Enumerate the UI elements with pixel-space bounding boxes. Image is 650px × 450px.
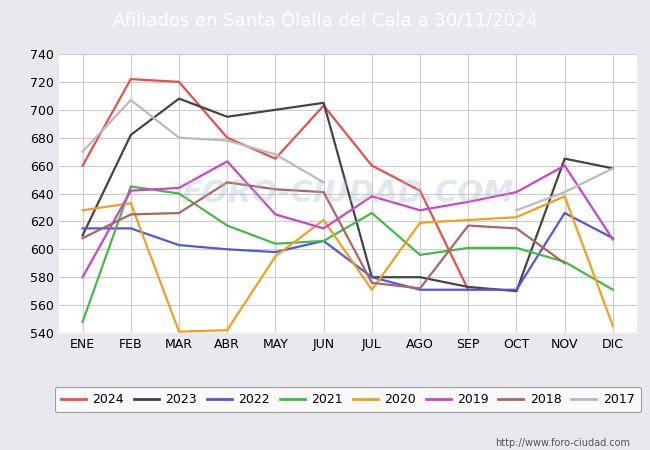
- 2020: [224, 328, 231, 333]
- 2019: [175, 185, 183, 191]
- 2021: [224, 223, 231, 228]
- 2018: [79, 235, 86, 241]
- 2021: [561, 259, 569, 265]
- 2022: [175, 243, 183, 248]
- 2022: [224, 247, 231, 252]
- 2021: [464, 245, 472, 251]
- 2021: [127, 184, 135, 189]
- 2022: [561, 210, 569, 216]
- 2020: [368, 287, 376, 292]
- Line: 2019: 2019: [83, 162, 613, 277]
- 2024: [368, 163, 376, 168]
- 2019: [464, 199, 472, 205]
- 2023: [79, 233, 86, 238]
- 2022: [320, 238, 328, 243]
- 2023: [416, 274, 424, 280]
- 2021: [272, 241, 280, 247]
- 2024: [127, 76, 135, 82]
- 2018: [416, 286, 424, 291]
- 2018: [513, 226, 521, 231]
- 2020: [320, 217, 328, 223]
- 2024: [224, 135, 231, 140]
- 2023: [464, 284, 472, 290]
- 2023: [561, 156, 569, 162]
- 2020: [464, 217, 472, 223]
- 2017: [79, 149, 86, 154]
- 2018: [464, 223, 472, 228]
- 2019: [320, 226, 328, 231]
- Text: http://www.foro-ciudad.com: http://www.foro-ciudad.com: [495, 438, 630, 448]
- 2019: [513, 189, 521, 195]
- Line: 2022: 2022: [83, 213, 613, 290]
- Line: 2024: 2024: [83, 79, 468, 290]
- 2020: [513, 215, 521, 220]
- 2017: [224, 138, 231, 143]
- 2017: [175, 135, 183, 140]
- 2023: [224, 114, 231, 120]
- 2022: [79, 226, 86, 231]
- 2019: [561, 163, 569, 168]
- Line: 2020: 2020: [83, 196, 613, 332]
- 2021: [79, 319, 86, 324]
- 2023: [320, 100, 328, 106]
- 2022: [609, 235, 617, 241]
- 2017: [272, 152, 280, 157]
- 2019: [416, 207, 424, 213]
- 2020: [272, 254, 280, 259]
- 2018: [368, 280, 376, 285]
- Line: 2018: 2018: [83, 182, 565, 288]
- 2020: [609, 324, 617, 329]
- 2018: [561, 261, 569, 266]
- 2022: [416, 287, 424, 292]
- 2017: [320, 180, 328, 185]
- 2024: [175, 79, 183, 85]
- 2019: [79, 274, 86, 280]
- 2022: [368, 274, 376, 280]
- 2024: [79, 163, 86, 168]
- 2021: [416, 252, 424, 257]
- 2022: [272, 249, 280, 255]
- 2023: [513, 288, 521, 294]
- Line: 2021: 2021: [83, 187, 613, 322]
- 2020: [79, 207, 86, 213]
- 2017: [127, 97, 135, 103]
- 2021: [320, 238, 328, 243]
- 2023: [175, 96, 183, 101]
- 2023: [272, 107, 280, 112]
- 2021: [609, 287, 617, 292]
- 2021: [513, 245, 521, 251]
- 2018: [320, 189, 328, 195]
- 2022: [513, 287, 521, 292]
- Text: FORO-CIUDAD.COM: FORO-CIUDAD.COM: [181, 179, 514, 208]
- 2018: [272, 187, 280, 192]
- 2019: [272, 212, 280, 217]
- Line: 2023: 2023: [83, 99, 613, 291]
- Legend: 2024, 2023, 2022, 2021, 2020, 2019, 2018, 2017: 2024, 2023, 2022, 2021, 2020, 2019, 2018…: [55, 387, 641, 412]
- Line: 2017: 2017: [83, 100, 324, 182]
- 2019: [127, 188, 135, 194]
- 2024: [416, 188, 424, 194]
- 2023: [368, 274, 376, 280]
- 2019: [224, 159, 231, 164]
- 2023: [127, 132, 135, 138]
- 2022: [464, 287, 472, 292]
- 2019: [609, 237, 617, 242]
- 2018: [127, 212, 135, 217]
- 2018: [224, 180, 231, 185]
- 2024: [320, 103, 328, 108]
- 2020: [175, 329, 183, 334]
- 2021: [175, 191, 183, 196]
- 2020: [561, 194, 569, 199]
- 2019: [368, 194, 376, 199]
- 2022: [127, 226, 135, 231]
- 2021: [368, 210, 376, 216]
- 2023: [609, 166, 617, 171]
- 2020: [416, 220, 424, 225]
- 2020: [127, 201, 135, 206]
- 2018: [175, 210, 183, 216]
- 2024: [272, 156, 280, 162]
- Text: Afiliados en Santa Olalla del Cala a 30/11/2024: Afiliados en Santa Olalla del Cala a 30/…: [112, 11, 538, 29]
- 2024: [464, 287, 472, 292]
